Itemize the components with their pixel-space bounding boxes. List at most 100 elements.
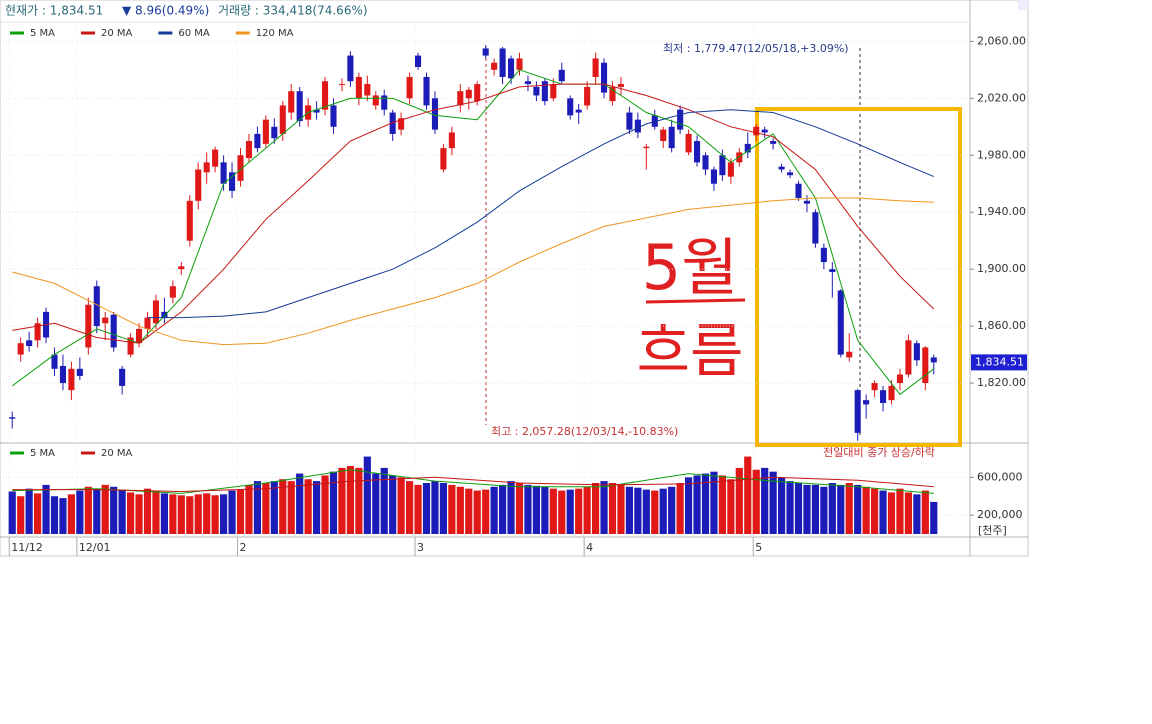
volume-bar <box>17 496 25 534</box>
volume-bar <box>515 483 524 534</box>
volume-bar <box>761 467 769 534</box>
volume-bar <box>904 492 913 534</box>
candle-body <box>161 311 168 318</box>
candle-body <box>330 105 337 127</box>
volume-bar <box>363 456 371 534</box>
volume-bar <box>769 471 777 534</box>
candle-body <box>229 172 236 191</box>
volume-bar <box>735 467 743 534</box>
volume-bar <box>507 481 515 534</box>
volume-note: 전일대비 종가 상승/하락 <box>823 445 935 459</box>
candle-body <box>381 95 388 110</box>
y-tick-label: 2,060.00 <box>977 34 1026 47</box>
volume-bar <box>744 456 752 534</box>
candle-body <box>85 304 92 348</box>
volume-bar <box>811 484 820 534</box>
candle-body <box>702 155 709 170</box>
volume-bar <box>177 495 185 534</box>
volume-bar <box>270 481 278 534</box>
volume-bar <box>642 489 650 534</box>
candle-body <box>313 109 320 113</box>
candle-body <box>245 141 252 159</box>
volume-bar <box>8 491 16 534</box>
handwritten-note: 5월 <box>642 231 739 304</box>
legend-label: 5 MA <box>30 28 55 39</box>
candle-body <box>448 132 455 149</box>
volume-bar <box>25 488 33 534</box>
candle-body <box>178 266 185 270</box>
volume-bar <box>312 481 321 534</box>
candle-body <box>338 84 345 86</box>
candle-body <box>575 109 582 113</box>
volume-bar <box>921 490 929 534</box>
legend-label: 60 MA <box>178 28 210 39</box>
x-tick-label: 12/01 <box>79 541 111 554</box>
volume-bar <box>118 489 126 534</box>
volume-bar <box>338 467 346 534</box>
candle-body <box>719 155 726 176</box>
volume-bar <box>414 484 422 534</box>
candle-body <box>169 286 176 298</box>
candle-body <box>119 368 126 386</box>
y-tick-label: 1,900.00 <box>977 262 1026 275</box>
candle-body <box>584 86 591 106</box>
candle-body <box>685 133 692 153</box>
candle-body <box>499 48 506 77</box>
candle-body <box>212 149 219 167</box>
volume-bar <box>473 490 481 534</box>
volume-bar <box>625 486 634 534</box>
volume-bar <box>828 483 836 534</box>
volume-bar <box>651 490 659 534</box>
candle-body <box>524 81 531 85</box>
volume-bar <box>634 487 642 534</box>
volume-bar <box>152 490 160 534</box>
volume-bar <box>194 494 202 534</box>
candle-body <box>592 58 599 77</box>
volume-bar <box>186 496 194 534</box>
candle-body <box>152 300 159 324</box>
volume-bar <box>583 486 591 534</box>
scroll-button[interactable] <box>1018 0 1028 10</box>
candle-body <box>744 143 751 153</box>
volume-bar <box>321 475 329 534</box>
candle-body <box>795 183 802 198</box>
volume-bar <box>862 486 870 534</box>
ma-line <box>12 476 934 493</box>
candle-body <box>68 368 75 391</box>
volume-bar <box>304 479 312 534</box>
candle-body <box>837 290 844 355</box>
volume-bar <box>59 498 67 534</box>
candle-body <box>322 81 329 110</box>
volume-bar <box>794 483 803 534</box>
volume-bar <box>913 494 921 534</box>
candle-body <box>820 247 827 263</box>
candle-body <box>803 200 810 204</box>
candle-body <box>389 112 396 134</box>
volume-bar <box>549 488 557 534</box>
header-price: 현재가 : 1,834.51 <box>5 4 103 18</box>
candle-body <box>440 148 447 170</box>
candle-body <box>753 126 760 136</box>
low-annotation: 최저 : 1,779.47(12/05/18,+3.09%) <box>663 42 849 55</box>
volume-bar <box>558 490 566 534</box>
candle-body <box>17 343 24 355</box>
volume-bar <box>296 473 304 534</box>
volume-bar <box>126 492 135 534</box>
candle-body <box>271 126 278 139</box>
candle-body <box>102 317 109 324</box>
volume-bar <box>752 469 760 534</box>
candle-body <box>364 84 371 96</box>
volume-bar <box>591 483 600 534</box>
volume-bar <box>76 490 84 534</box>
candle-body <box>220 162 227 184</box>
volume-bar <box>803 484 811 534</box>
candle-body <box>144 317 151 329</box>
volume-bar <box>482 489 490 534</box>
volume-bar <box>896 488 904 534</box>
volume-bar <box>110 486 118 534</box>
candle-body <box>423 76 430 106</box>
candle-body <box>888 385 895 401</box>
volume-bar <box>820 486 828 534</box>
